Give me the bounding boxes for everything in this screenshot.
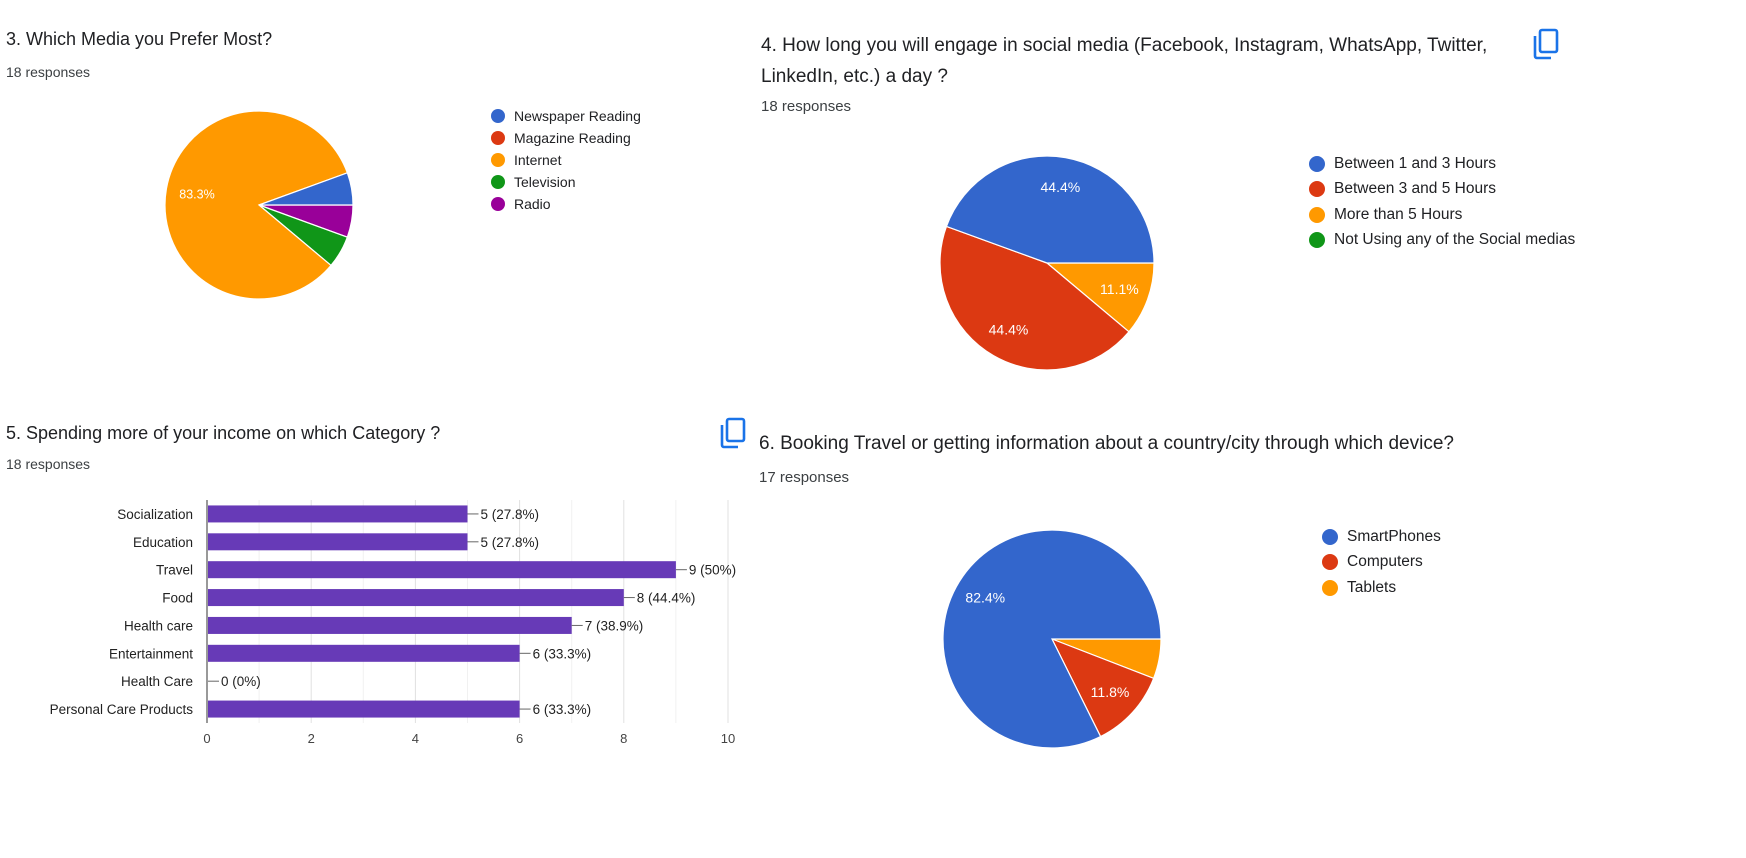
data-label: 6 (33.3%) xyxy=(533,646,592,661)
x-tick-label: 2 xyxy=(308,731,315,746)
chart1-response-count: 18 responses xyxy=(6,64,91,80)
chart2-legend: Between 1 and 3 Hours Between 3 and 5 Hou… xyxy=(1309,151,1575,253)
chart4-response-count: 17 responses xyxy=(759,469,850,486)
bar xyxy=(208,616,572,634)
legend-swatch xyxy=(491,131,505,145)
data-label: 9 (50%) xyxy=(689,563,736,578)
legend-swatch xyxy=(1322,554,1338,571)
legend-item: Between 3 and 5 Hours xyxy=(1309,177,1575,203)
bar xyxy=(208,700,520,718)
category-label: Entertainment xyxy=(109,646,193,661)
copy-icon[interactable] xyxy=(719,417,747,449)
legend-label: Tablets xyxy=(1347,578,1397,596)
legend-label: Internet xyxy=(514,152,562,168)
data-label: 0 (0%) xyxy=(221,674,261,689)
x-tick-label: 6 xyxy=(516,731,523,746)
legend-item: Magazine Reading xyxy=(491,127,641,149)
legend-swatch xyxy=(1309,155,1325,172)
chart4-title: 6. Booking Travel or getting information… xyxy=(759,433,1454,454)
legend-label: Between 3 and 5 Hours xyxy=(1334,180,1496,198)
legend-swatch xyxy=(1309,181,1325,198)
legend-item: Tablets xyxy=(1322,575,1441,601)
bar xyxy=(208,533,468,551)
slice-label: 44.4% xyxy=(989,322,1029,338)
chart1-legend: Newspaper Reading Magazine Reading Interne… xyxy=(491,105,641,215)
chart1-title: 3. Which Media you Prefer Most? xyxy=(6,29,273,49)
data-label: 5 (27.8%) xyxy=(481,535,540,550)
legend-label: Computers xyxy=(1347,553,1423,571)
bar xyxy=(208,505,468,523)
data-label: 8 (44.4%) xyxy=(637,591,696,606)
legend-label: Not Using any of the Social medias xyxy=(1334,231,1576,249)
pie-slice-between-1-and-3-hours xyxy=(945,155,1155,264)
copy-icon[interactable] xyxy=(1532,28,1560,60)
legend-item: Newspaper Reading xyxy=(491,105,641,127)
legend-item: More than 5 Hours xyxy=(1309,202,1575,228)
x-tick-label: 8 xyxy=(620,731,627,746)
pie-slice-more-than-5-hours xyxy=(1045,262,1155,333)
bar-chart: 0 2 4 6 8 10 Socialization 5 (27.8%) Education 5 … xyxy=(50,500,736,746)
slice-label: 11.1% xyxy=(1100,281,1139,297)
category-label: Personal Care Products xyxy=(50,702,194,717)
pie-slice-smartphones xyxy=(942,529,1162,749)
chart2-response-count: 18 responses xyxy=(761,98,852,115)
legend-label: Television xyxy=(514,174,576,190)
legend-item: SmartPhones xyxy=(1322,524,1441,550)
legend-swatch xyxy=(1309,232,1325,249)
category-label: Health Care xyxy=(121,674,193,689)
pie-slice-internet xyxy=(164,110,349,300)
data-label: 7 (38.9%) xyxy=(585,618,644,633)
legend-swatch xyxy=(491,109,505,123)
slice-label: 82.4% xyxy=(965,590,1005,606)
slice-label: 11.8% xyxy=(1091,684,1130,700)
legend-label: More than 5 Hours xyxy=(1334,205,1463,223)
x-tick-label: 10 xyxy=(721,731,735,746)
x-tick-label: 0 xyxy=(203,731,210,746)
legend-label: Magazine Reading xyxy=(514,130,631,146)
bar xyxy=(208,561,676,579)
category-label: Education xyxy=(133,535,193,550)
slice-label: 44.4% xyxy=(1041,179,1081,195)
legend-swatch xyxy=(1309,206,1325,223)
category-label: Travel xyxy=(156,563,193,578)
legend-item: Internet xyxy=(491,149,641,171)
legend-item: Computers xyxy=(1322,550,1441,576)
pie-slice-computers xyxy=(1050,637,1155,738)
chart3-title: 5. Spending more of your income on which… xyxy=(6,423,441,443)
chart2-title: 4. How long you will engage in social me… xyxy=(761,35,1488,87)
legend-swatch xyxy=(491,153,505,167)
legend-swatch xyxy=(491,175,505,189)
category-label: Food xyxy=(162,591,193,606)
data-label: 5 (27.8%) xyxy=(481,507,540,522)
pie-slice-between-3-and-5-hours xyxy=(939,225,1130,371)
legend-label: Radio xyxy=(514,196,551,212)
legend-item: Television xyxy=(491,171,641,193)
legend-label: Between 1 and 3 Hours xyxy=(1334,154,1496,172)
pie-slice-newspaper-reading xyxy=(258,172,354,206)
legend-item: Radio xyxy=(491,193,641,215)
slice-label: 83.3% xyxy=(179,187,214,201)
bar xyxy=(208,644,520,662)
legend-item: Between 1 and 3 Hours xyxy=(1309,151,1575,177)
bar xyxy=(208,589,624,607)
x-tick-label: 4 xyxy=(412,731,419,746)
legend-swatch xyxy=(1322,579,1338,596)
legend-item: Not Using any of the Social medias xyxy=(1309,228,1575,254)
legend-swatch xyxy=(491,197,505,211)
category-label: Health care xyxy=(124,618,193,633)
data-label: 6 (33.3%) xyxy=(533,702,592,717)
legend-swatch xyxy=(1322,528,1338,545)
chart3-response-count: 18 responses xyxy=(6,456,91,472)
category-label: Socialization xyxy=(117,507,193,522)
legend-label: SmartPhones xyxy=(1347,527,1441,545)
chart4-legend: SmartPhones Computers Tablets xyxy=(1322,524,1441,601)
legend-label: Newspaper Reading xyxy=(514,108,641,124)
